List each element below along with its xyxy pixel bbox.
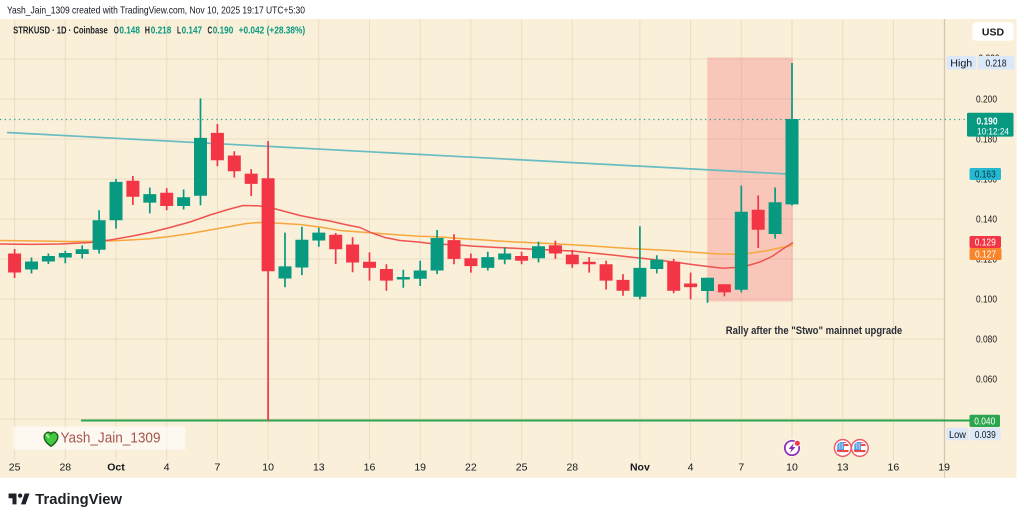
svg-text:Yash_Jain_1309: Yash_Jain_1309 (61, 430, 161, 447)
svg-text:7: 7 (214, 462, 220, 474)
svg-text:25: 25 (516, 462, 528, 474)
svg-text:Low: Low (949, 429, 966, 441)
svg-text:USD: USD (982, 26, 1005, 38)
svg-text:28: 28 (59, 462, 71, 474)
svg-text:0.190: 0.190 (977, 116, 998, 128)
svg-text:STRKUSD · 1D · Coinbase: STRKUSD · 1D · Coinbase (13, 25, 108, 36)
svg-text:Yash_Jain_1309 created with Tr: Yash_Jain_1309 created with TradingView.… (7, 5, 305, 17)
svg-text:H: H (145, 25, 150, 36)
svg-text:10: 10 (786, 462, 798, 474)
svg-text:0.148: 0.148 (119, 25, 140, 36)
svg-text:L: L (177, 25, 181, 36)
svg-text:16: 16 (888, 462, 900, 474)
svg-text:0.127: 0.127 (975, 249, 996, 261)
svg-text:13: 13 (837, 462, 849, 474)
svg-text:High: High (950, 57, 972, 69)
svg-text:0.200: 0.200 (976, 94, 997, 106)
svg-text:22: 22 (465, 462, 477, 474)
svg-text:0.140: 0.140 (976, 214, 997, 226)
svg-text:25: 25 (9, 462, 21, 474)
svg-text:0.218: 0.218 (151, 25, 172, 36)
svg-text:0.190: 0.190 (213, 25, 234, 36)
svg-text:0.100: 0.100 (976, 294, 997, 306)
svg-text:C: C (208, 25, 213, 36)
svg-text:4: 4 (688, 462, 694, 474)
svg-text:28: 28 (566, 462, 578, 474)
svg-text:10: 10 (262, 462, 274, 474)
svg-text:Oct: Oct (107, 462, 125, 474)
svg-text:TradingView: TradingView (35, 492, 123, 508)
svg-text:10:12:24: 10:12:24 (977, 127, 1009, 137)
svg-text:7: 7 (738, 462, 744, 474)
svg-text:13: 13 (313, 462, 325, 474)
svg-text:0.147: 0.147 (182, 25, 203, 36)
svg-text:19: 19 (938, 462, 950, 474)
svg-text:4: 4 (164, 462, 170, 474)
svg-text:O: O (114, 25, 119, 36)
svg-text:Nov: Nov (630, 462, 650, 474)
svg-text:0.163: 0.163 (975, 169, 996, 181)
svg-text:0.040: 0.040 (974, 416, 995, 428)
svg-text:0.080: 0.080 (976, 334, 997, 346)
svg-text:0.180: 0.180 (976, 134, 997, 146)
svg-text:0.060: 0.060 (976, 374, 997, 386)
svg-text:0.039: 0.039 (975, 429, 996, 441)
svg-text:0.129: 0.129 (975, 237, 996, 249)
svg-text:+0.042 (+28.38%): +0.042 (+28.38%) (239, 25, 306, 36)
svg-text:16: 16 (364, 462, 376, 474)
svg-text:0.218: 0.218 (986, 57, 1007, 69)
svg-text:19: 19 (414, 462, 426, 474)
svg-text:Rally after the "Stwo" mainnet: Rally after the "Stwo" mainnet upgrade (726, 325, 902, 337)
